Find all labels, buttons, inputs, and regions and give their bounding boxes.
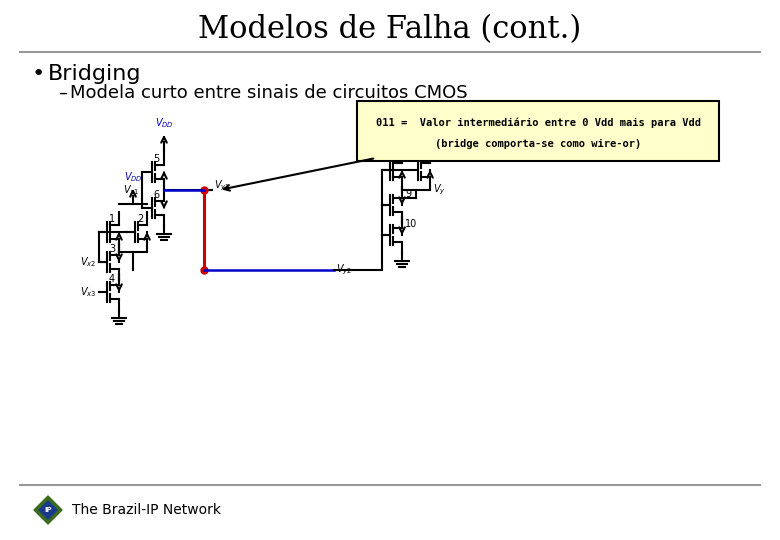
Text: 4: 4 [109, 274, 115, 284]
Text: 2: 2 [136, 214, 143, 224]
Text: –: – [58, 84, 67, 102]
Text: $V_{y2}$: $V_{y2}$ [336, 263, 353, 277]
Text: 5: 5 [153, 154, 159, 164]
Text: $V_{DD}$: $V_{DD}$ [123, 170, 143, 184]
Text: $V_y$: $V_y$ [433, 183, 445, 197]
Text: 011 =  Valor intermediário entre 0 Vdd mais para Vdd: 011 = Valor intermediário entre 0 Vdd ma… [375, 117, 700, 127]
Text: Modela curto entre sinais de circuitos CMOS: Modela curto entre sinais de circuitos C… [70, 84, 468, 102]
Text: 9: 9 [405, 189, 411, 199]
Polygon shape [34, 496, 62, 524]
Text: Bridging: Bridging [48, 64, 141, 84]
Text: $V_{x3}$: $V_{x3}$ [80, 285, 96, 299]
Text: •: • [32, 64, 45, 84]
Text: 8: 8 [420, 152, 426, 162]
Text: 6: 6 [153, 190, 159, 200]
FancyBboxPatch shape [357, 101, 719, 161]
Text: (bridge comporta-se como wire-or): (bridge comporta-se como wire-or) [435, 139, 641, 149]
Text: Modelos de Falha (cont.): Modelos de Falha (cont.) [198, 15, 582, 45]
Text: $V_{x2}$: $V_{x2}$ [80, 255, 96, 269]
Text: 3: 3 [109, 244, 115, 254]
Text: $V_{DD}$: $V_{DD}$ [154, 116, 173, 130]
Text: $V_{y1}$: $V_{y1}$ [214, 179, 230, 193]
Text: 7: 7 [392, 152, 398, 162]
Text: The Brazil-IP Network: The Brazil-IP Network [72, 503, 221, 517]
Text: $V_{DD}$: $V_{DD}$ [406, 107, 425, 121]
Text: IP: IP [44, 507, 51, 513]
Text: $V_{x1}$: $V_{x1}$ [122, 183, 139, 197]
Text: 1: 1 [109, 214, 115, 224]
Text: 10: 10 [405, 219, 417, 229]
Polygon shape [39, 501, 57, 519]
